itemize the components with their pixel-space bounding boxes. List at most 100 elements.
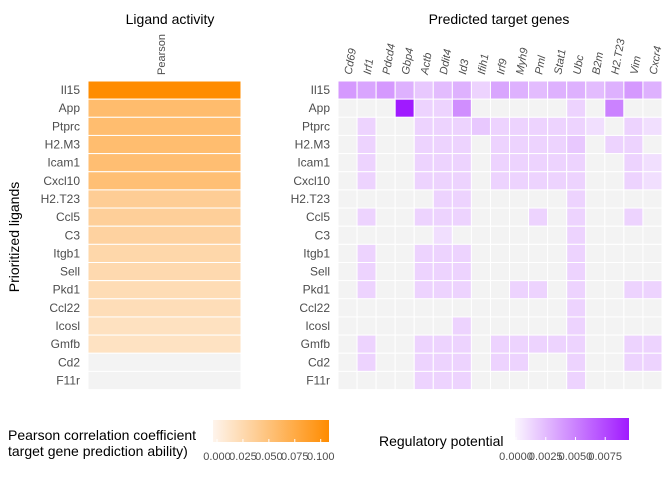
target-cell-h2-m3-actb [413, 134, 434, 155]
target-cell-il15-actb [413, 80, 434, 100]
regulatory-colorbar [515, 418, 629, 440]
gene-column-label-pdcd4: Pdcd4 [381, 43, 398, 76]
gene-column-label-ifih1: Ifih1 [476, 53, 491, 76]
gene-column-label-id3: Id3 [457, 58, 472, 76]
target-row-label-h2-m3: H2.M3 [295, 138, 331, 152]
target-row-label-ccl5: Ccl5 [306, 210, 330, 224]
target-cell-ccl22-gbp4 [394, 298, 415, 318]
target-cell-icosl-gbp4 [394, 316, 415, 336]
target-cell-il15-gbp4 [394, 80, 415, 100]
ligand-activity-cell-ccl22 [87, 298, 242, 318]
target-cell-h2-t23-cd69 [337, 189, 358, 209]
target-cell-il15-id3 [451, 80, 472, 100]
target-row-label-cxcl10: Cxcl10 [293, 174, 330, 188]
target-cell-h2-t23-stat1 [547, 189, 568, 209]
target-cell-h2-t23-pdcd4 [375, 189, 396, 209]
ligand-label-app: App [59, 101, 81, 115]
target-cell-icosl-b2m [585, 316, 606, 336]
target-cell-icosl-ddit4 [432, 316, 453, 336]
regulatory-colorbar-tick-label: 0.0025 [529, 451, 563, 463]
target-cell-ccl5-cd69 [337, 207, 358, 227]
target-cell-gmfb-irf9 [489, 334, 511, 354]
target-gene-column-labels: Cd69 Irf1 Pdcd4 Gbp4 Actb Ddit4 Id3 Ifih1 Irf9 My… [343, 37, 665, 76]
ligand-activity-cell-ccl5 [87, 207, 242, 227]
ligand-label-cd2: Cd2 [58, 355, 80, 369]
target-cell-h2-t23-ubc [566, 189, 587, 209]
target-cell-h2-t23-actb [413, 189, 434, 209]
target-cell-il15-irf9 [489, 80, 511, 100]
target-cell-app-actb [413, 98, 434, 118]
target-cell-cxcl10-ubc [566, 171, 587, 191]
target-cell-gmfb-actb [413, 334, 434, 354]
target-cell-itgb1-irf1 [356, 243, 377, 264]
target-cell-ccl5-myh9 [509, 207, 530, 227]
ligand-label-icam1: Icam1 [47, 156, 80, 170]
target-cell-sell-pml [528, 262, 549, 282]
gene-column-label-irf1: Irf1 [362, 58, 377, 76]
target-cell-cd2-ifih1 [470, 352, 491, 372]
target-cell-ptprc-irf9 [489, 116, 511, 136]
target-cell-pkd1-id3 [451, 280, 472, 300]
target-cell-app-pdcd4 [375, 98, 396, 118]
ligand-label-ccl5: Ccl5 [56, 210, 80, 224]
target-cell-h2-t23-ddit4 [432, 189, 453, 209]
target-cell-ptprc-ddit4 [432, 116, 453, 136]
target-cell-pkd1-irf9 [489, 280, 511, 300]
target-cell-icam1-vim [623, 153, 644, 173]
target-cell-ccl22-b2m [585, 298, 606, 318]
target-cell-cd2-pdcd4 [375, 352, 396, 372]
gene-column-label-vim: Vim [629, 55, 644, 76]
target-cell-ccl22-h2-t23 [604, 298, 625, 318]
target-cell-h2-m3-irf9 [489, 134, 511, 155]
target-cell-pkd1-myh9 [509, 280, 530, 300]
target-cell-c3-pml [528, 225, 549, 245]
target-cell-h2-m3-stat1 [547, 134, 568, 155]
target-cell-sell-b2m [585, 262, 606, 282]
target-cell-pkd1-actb [413, 280, 434, 300]
target-cell-pkd1-b2m [585, 280, 606, 300]
target-row-labels: Il15 App Ptprc H2.M3 Icam1 Cxcl10 H2.T23 Ccl5 C3… [291, 83, 331, 387]
target-cell-il15-pml [528, 80, 549, 100]
target-cell-il15-ubc [566, 80, 587, 100]
target-cell-cxcl10-irf9 [489, 171, 511, 191]
target-cell-gmfb-id3 [451, 334, 472, 354]
target-cell-icosl-cd69 [337, 316, 358, 336]
target-cell-gmfb-cd69 [337, 334, 358, 354]
target-cell-f11r-cd69 [337, 370, 358, 391]
target-cell-sell-vim [623, 262, 644, 282]
target-cell-app-h2-t23 [604, 98, 625, 118]
target-cell-icosl-irf9 [489, 316, 511, 336]
target-cell-ccl22-cxcr4 [642, 298, 663, 318]
target-cell-itgb1-cxcr4 [642, 243, 663, 264]
target-cell-ccl5-ifih1 [470, 207, 491, 227]
target-cell-pkd1-h2-t23 [604, 280, 625, 300]
target-cell-icosl-ubc [566, 316, 587, 336]
pearson-colorbar-tick-label: 0.025 [229, 451, 257, 463]
target-cell-h2-m3-b2m [585, 134, 606, 155]
target-cell-f11r-actb [413, 370, 434, 391]
target-row-label-icam1: Icam1 [297, 156, 330, 170]
target-cell-c3-cd69 [337, 225, 358, 245]
target-cell-itgb1-myh9 [509, 243, 530, 264]
target-cell-c3-h2-t23 [604, 225, 625, 245]
target-cell-h2-m3-irf1 [356, 134, 377, 155]
target-cell-il15-cxcr4 [642, 80, 663, 100]
target-cell-il15-stat1 [547, 80, 568, 100]
target-cell-itgb1-stat1 [547, 243, 568, 264]
target-cell-sell-actb [413, 262, 434, 282]
target-cell-ptprc-h2-t23 [604, 116, 625, 136]
target-cell-cxcl10-vim [623, 171, 644, 191]
target-cell-c3-pdcd4 [375, 225, 396, 245]
target-cell-h2-m3-h2-t23 [604, 134, 625, 155]
ligand-activity-cell-cd2 [87, 352, 242, 372]
target-cell-sell-irf1 [356, 262, 377, 282]
target-cell-gmfb-ifih1 [470, 334, 491, 354]
target-cell-ccl5-b2m [585, 207, 606, 227]
target-cell-cxcl10-b2m [585, 171, 606, 191]
target-cell-icam1-ddit4 [432, 153, 453, 173]
target-cell-pkd1-gbp4 [394, 280, 415, 300]
target-cell-itgb1-ddit4 [432, 243, 453, 264]
target-cell-cd2-h2-t23 [604, 352, 625, 372]
target-row-label-ptprc: Ptprc [302, 119, 330, 133]
